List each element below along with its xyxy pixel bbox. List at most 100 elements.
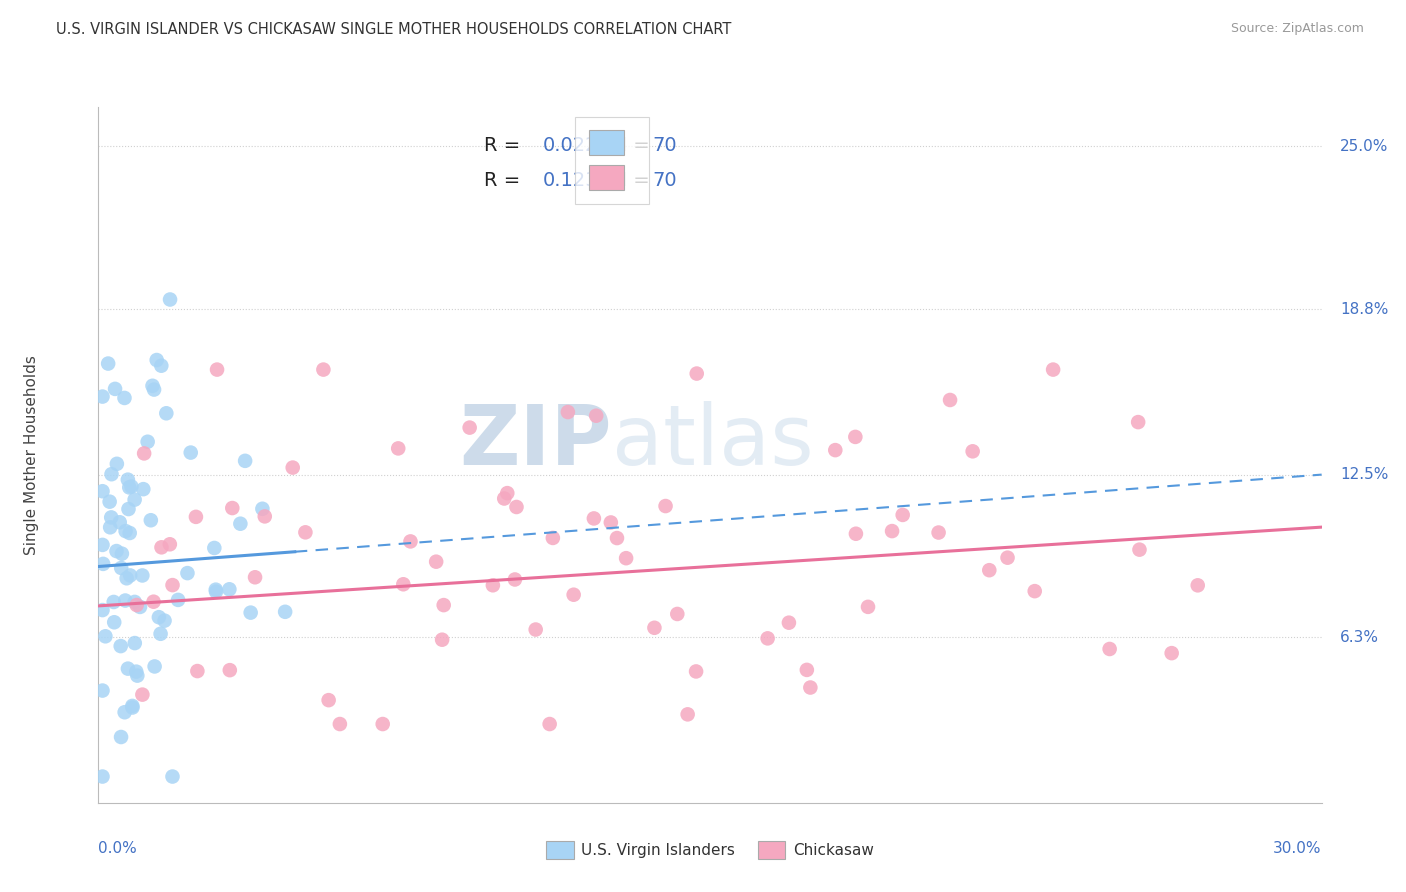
Point: [676, 707, 699, 722]
Point: [149, 627, 172, 641]
Text: N =: N =: [600, 136, 657, 155]
Point: [1098, 642, 1121, 657]
Point: [124, 636, 146, 650]
Point: [229, 516, 252, 531]
Point: [103, 595, 125, 609]
Point: [856, 599, 879, 614]
Point: [139, 513, 162, 527]
Point: [482, 578, 505, 592]
Point: [134, 446, 156, 460]
Point: [496, 486, 519, 500]
Point: [685, 665, 707, 679]
Point: [103, 615, 125, 630]
Point: [121, 698, 143, 713]
Point: [115, 571, 138, 585]
Point: [253, 509, 276, 524]
Point: [91, 484, 114, 499]
Point: [176, 566, 198, 580]
Point: [110, 561, 132, 575]
Point: [202, 541, 225, 555]
Point: [281, 460, 304, 475]
Point: [145, 353, 167, 368]
Point: [318, 693, 340, 707]
Point: [118, 526, 141, 541]
Point: [117, 662, 139, 676]
Point: [614, 551, 637, 566]
Point: [252, 501, 274, 516]
Text: 25.0%: 25.0%: [1340, 139, 1388, 154]
Point: [1024, 584, 1046, 599]
Text: 12.5%: 12.5%: [1340, 467, 1388, 482]
Text: Single Mother Households: Single Mother Households: [24, 355, 38, 555]
Point: [110, 639, 132, 653]
Point: [124, 492, 146, 507]
Point: [150, 359, 173, 373]
Point: [118, 480, 141, 494]
Text: U.S. VIRGIN ISLANDER VS CHICKASAW SINGLE MOTHER HOUSEHOLDS CORRELATION CHART: U.S. VIRGIN ISLANDER VS CHICKASAW SINGLE…: [56, 22, 731, 37]
Text: 0.0%: 0.0%: [98, 841, 138, 856]
Point: [125, 665, 148, 679]
Point: [105, 544, 128, 558]
Point: [148, 610, 170, 624]
Text: atlas: atlas: [612, 401, 814, 482]
Point: [458, 420, 481, 434]
Point: [162, 578, 184, 592]
Point: [155, 406, 177, 420]
Point: [329, 717, 352, 731]
Point: [204, 582, 226, 597]
Point: [94, 629, 117, 643]
Point: [153, 614, 176, 628]
Point: [117, 473, 139, 487]
Point: [114, 593, 136, 607]
Point: [218, 663, 240, 677]
Point: [503, 573, 526, 587]
Point: [114, 705, 136, 719]
Text: ZIP: ZIP: [460, 401, 612, 482]
Text: 18.8%: 18.8%: [1340, 301, 1388, 317]
Point: [143, 659, 166, 673]
Point: [654, 499, 676, 513]
Point: [186, 664, 208, 678]
Point: [141, 378, 163, 392]
Point: [120, 568, 142, 582]
Point: [180, 445, 202, 459]
Point: [891, 508, 914, 522]
Text: 0.022: 0.022: [543, 136, 598, 155]
Point: [979, 563, 1001, 577]
Point: [844, 430, 866, 444]
Point: [686, 367, 709, 381]
Point: [585, 409, 607, 423]
Point: [505, 500, 527, 514]
Point: [91, 557, 114, 571]
Point: [274, 605, 297, 619]
Point: [939, 392, 962, 407]
Text: R =: R =: [484, 136, 526, 155]
Point: [239, 606, 262, 620]
Text: Source: ZipAtlas.com: Source: ZipAtlas.com: [1230, 22, 1364, 36]
Point: [150, 541, 173, 555]
Point: [159, 537, 181, 551]
Point: [243, 570, 266, 584]
Point: [143, 383, 166, 397]
Text: 6.3%: 6.3%: [1340, 630, 1379, 645]
Point: [796, 663, 818, 677]
Point: [1160, 646, 1182, 660]
Point: [599, 516, 621, 530]
Point: [582, 511, 605, 525]
Point: [91, 538, 114, 552]
Point: [136, 434, 159, 449]
Point: [1128, 542, 1150, 557]
Point: [371, 717, 394, 731]
Text: 70: 70: [652, 170, 678, 190]
Point: [162, 770, 184, 784]
Point: [799, 681, 821, 695]
Point: [131, 688, 153, 702]
Point: [205, 362, 228, 376]
Point: [142, 595, 165, 609]
Point: [845, 526, 868, 541]
Point: [98, 494, 121, 508]
Legend: U.S. Virgin Islanders, Chickasaw: U.S. Virgin Islanders, Chickasaw: [540, 835, 880, 864]
Point: [557, 405, 579, 419]
Point: [666, 607, 689, 621]
Point: [91, 770, 114, 784]
